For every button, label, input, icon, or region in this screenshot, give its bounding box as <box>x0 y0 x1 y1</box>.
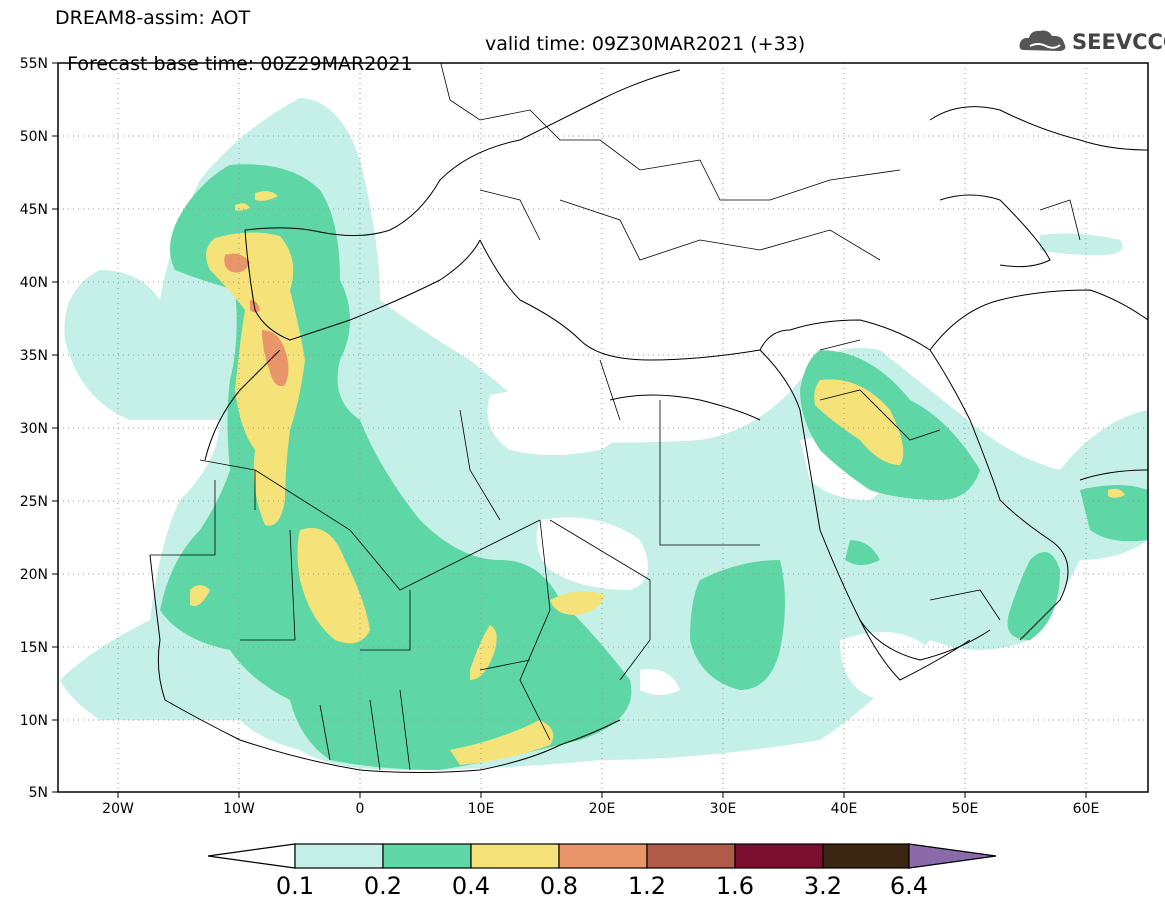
logo-text: SEEVCCC <box>1072 30 1165 54</box>
colorbar-label-1.6: 1.6 <box>716 872 754 900</box>
lon-tick-labels: 20W 10W 0 10E 20E 30E 40E 50E 60E <box>102 801 1099 817</box>
lat-tick-50n: 50N <box>20 129 48 145</box>
map-title: DREAM8-assim: AOT <box>55 7 251 29</box>
lon-tick-10w: 10W <box>223 801 255 817</box>
lon-tick-10e: 10E <box>468 801 495 817</box>
colorbar-right-arrow <box>908 843 997 869</box>
colorbar-swatch-3.2-6.4 <box>822 843 910 869</box>
lon-tick-40e: 40E <box>831 801 858 817</box>
lon-tick-60e: 60E <box>1073 801 1100 817</box>
lat-tick-10n: 10N <box>20 713 48 729</box>
cloud-logo-icon <box>1019 30 1066 51</box>
colorbar-swatch-0.1-0.2 <box>294 843 384 869</box>
lat-tick-55n: 55N <box>20 56 48 72</box>
colorbar-swatch-0.8-1.2 <box>558 843 648 869</box>
aot-field <box>58 63 1148 792</box>
colorbar-swatch-0.4-0.8 <box>470 843 560 869</box>
colorbar-label-0.1: 0.1 <box>276 872 314 900</box>
lon-tick-20w: 20W <box>102 801 134 817</box>
aot-band-0.4-0.8 <box>190 191 1125 765</box>
valid-time-label: valid time: 09Z30MAR2021 (+33) <box>485 33 806 55</box>
lat-tick-5n: 5N <box>29 785 48 801</box>
colorbar: 0.1 0.2 0.4 0.8 1.2 1.6 3.2 6.4 <box>207 843 997 900</box>
lat-tick-40n: 40N <box>20 275 48 291</box>
tick-marks <box>52 62 1087 798</box>
country-borders <box>150 63 1081 771</box>
lat-tick-labels: 5N 10N 15N 20N 25N 30N 35N 40N 45N 50N 5… <box>20 56 48 801</box>
lat-tick-25n: 25N <box>20 494 48 510</box>
lon-tick-30e: 30E <box>710 801 737 817</box>
lat-tick-20n: 20N <box>20 567 48 583</box>
lat-tick-35n: 35N <box>20 348 48 364</box>
lon-tick-50e: 50E <box>952 801 979 817</box>
colorbar-left-arrow <box>207 843 296 869</box>
colorbar-swatch-1.6-3.2 <box>734 843 824 869</box>
colorbar-swatch-0.2-0.4 <box>382 843 472 869</box>
forecast-base-time: Forecast base time: 00Z29MAR2021 valid t… <box>55 34 805 94</box>
colorbar-label-1.2: 1.2 <box>628 872 666 900</box>
colorbar-label-0.4: 0.4 <box>452 872 490 900</box>
colorbar-label-3.2: 3.2 <box>804 872 842 900</box>
aot-band-0.8-1.2 <box>224 253 289 387</box>
lat-tick-15n: 15N <box>20 640 48 656</box>
lon-tick-0: 0 <box>356 801 365 817</box>
colorbar-label-0.2: 0.2 <box>364 872 402 900</box>
graticule <box>58 63 1148 792</box>
lat-tick-30n: 30N <box>20 421 48 437</box>
base-time-label: Forecast base time: 00Z29MAR2021 <box>67 53 413 75</box>
colorbar-label-6.4: 6.4 <box>890 872 928 900</box>
colorbar-label-0.8: 0.8 <box>540 872 578 900</box>
lon-tick-20e: 20E <box>589 801 616 817</box>
lat-tick-45n: 45N <box>20 202 48 218</box>
coastlines <box>149 69 1148 773</box>
colorbar-swatch-1.2-1.6 <box>646 843 736 869</box>
